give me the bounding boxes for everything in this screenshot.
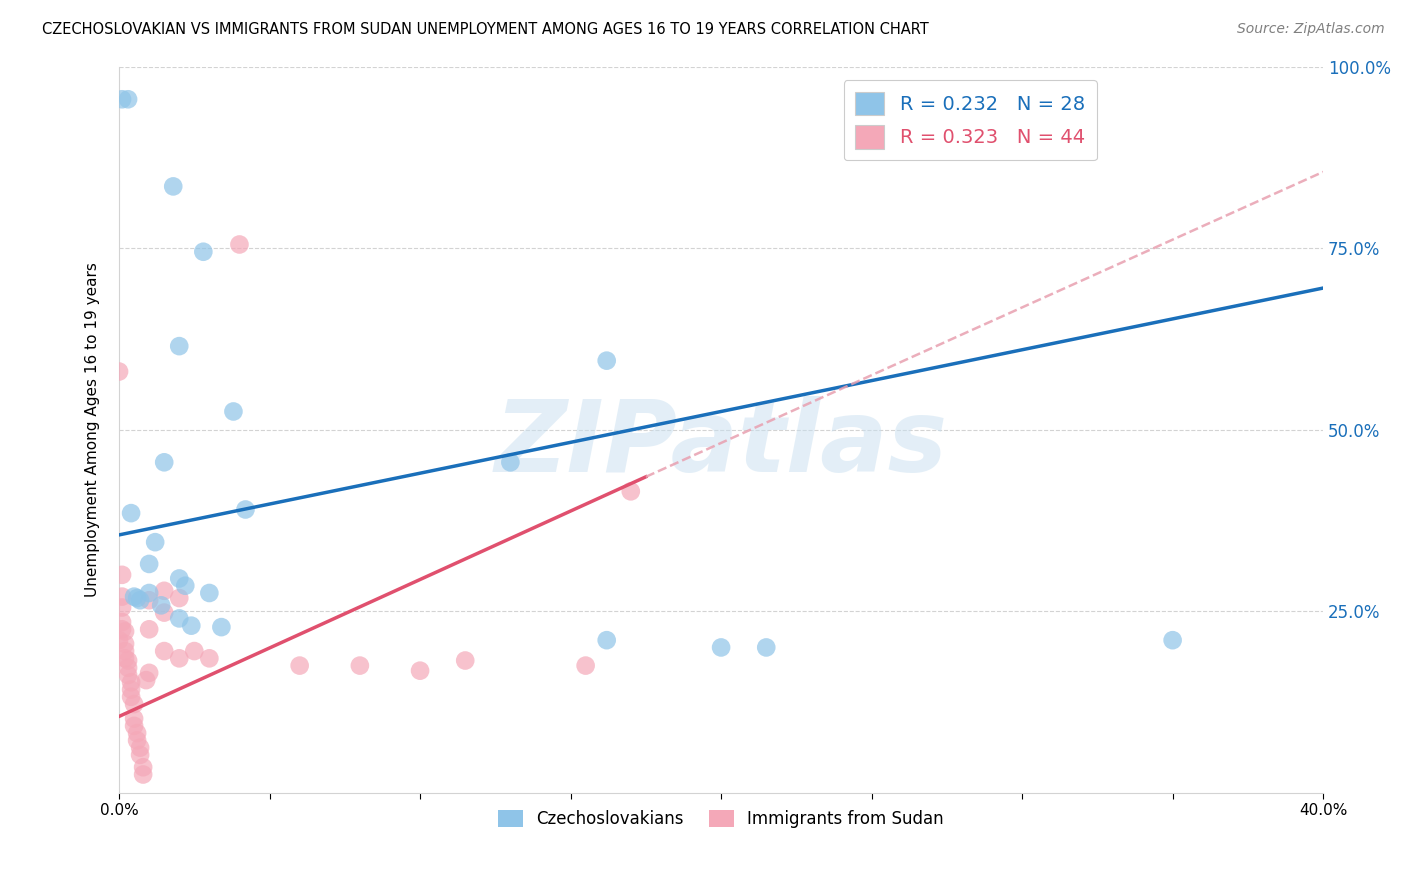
Point	[183, 644, 205, 658]
Point	[135, 673, 157, 687]
Point	[153, 644, 176, 658]
Point	[620, 484, 643, 499]
Point	[111, 590, 134, 604]
Point	[167, 611, 190, 625]
Point	[222, 404, 245, 418]
Point	[117, 92, 139, 106]
Point	[288, 658, 311, 673]
Point	[129, 593, 152, 607]
Point	[167, 651, 190, 665]
Point	[167, 339, 190, 353]
Point	[114, 637, 136, 651]
Point	[596, 353, 619, 368]
Point	[596, 633, 619, 648]
Point	[180, 618, 202, 632]
Point	[129, 747, 152, 762]
Point	[138, 557, 160, 571]
Point	[120, 690, 142, 704]
Point	[143, 535, 166, 549]
Point	[193, 244, 215, 259]
Point	[122, 697, 145, 711]
Point	[755, 640, 778, 655]
Point	[111, 600, 134, 615]
Point	[153, 606, 176, 620]
Point	[174, 579, 197, 593]
Point	[122, 590, 145, 604]
Point	[710, 640, 733, 655]
Point	[114, 644, 136, 658]
Point	[127, 733, 149, 747]
Point	[114, 624, 136, 639]
Point	[114, 651, 136, 665]
Point	[198, 586, 221, 600]
Point	[228, 237, 250, 252]
Point	[127, 726, 149, 740]
Point	[153, 583, 176, 598]
Point	[167, 591, 190, 605]
Y-axis label: Unemployment Among Ages 16 to 19 years: Unemployment Among Ages 16 to 19 years	[86, 262, 100, 597]
Point	[1161, 633, 1184, 648]
Point	[150, 599, 173, 613]
Point	[235, 502, 257, 516]
Point	[122, 719, 145, 733]
Point	[132, 760, 155, 774]
Point	[349, 658, 371, 673]
Point	[575, 658, 598, 673]
Point	[409, 664, 432, 678]
Point	[132, 767, 155, 781]
Point	[454, 653, 477, 667]
Point	[138, 665, 160, 680]
Point	[111, 622, 134, 636]
Point	[108, 365, 131, 379]
Point	[120, 682, 142, 697]
Point	[138, 586, 160, 600]
Point	[108, 633, 131, 648]
Point	[120, 506, 142, 520]
Point	[138, 593, 160, 607]
Point	[162, 179, 184, 194]
Legend: Czechoslovakians, Immigrants from Sudan: Czechoslovakians, Immigrants from Sudan	[492, 804, 950, 835]
Point	[111, 615, 134, 629]
Point	[153, 455, 176, 469]
Point	[117, 668, 139, 682]
Point	[117, 653, 139, 667]
Point	[209, 620, 232, 634]
Point	[129, 740, 152, 755]
Text: Source: ZipAtlas.com: Source: ZipAtlas.com	[1237, 22, 1385, 37]
Text: ZIPatlas: ZIPatlas	[495, 396, 948, 492]
Point	[117, 661, 139, 675]
Point	[499, 455, 522, 469]
Point	[111, 92, 134, 106]
Point	[111, 567, 134, 582]
Point	[120, 675, 142, 690]
Point	[127, 591, 149, 605]
Point	[138, 622, 160, 636]
Text: CZECHOSLOVAKIAN VS IMMIGRANTS FROM SUDAN UNEMPLOYMENT AMONG AGES 16 TO 19 YEARS : CZECHOSLOVAKIAN VS IMMIGRANTS FROM SUDAN…	[42, 22, 929, 37]
Point	[167, 572, 190, 586]
Point	[122, 712, 145, 726]
Point	[198, 651, 221, 665]
